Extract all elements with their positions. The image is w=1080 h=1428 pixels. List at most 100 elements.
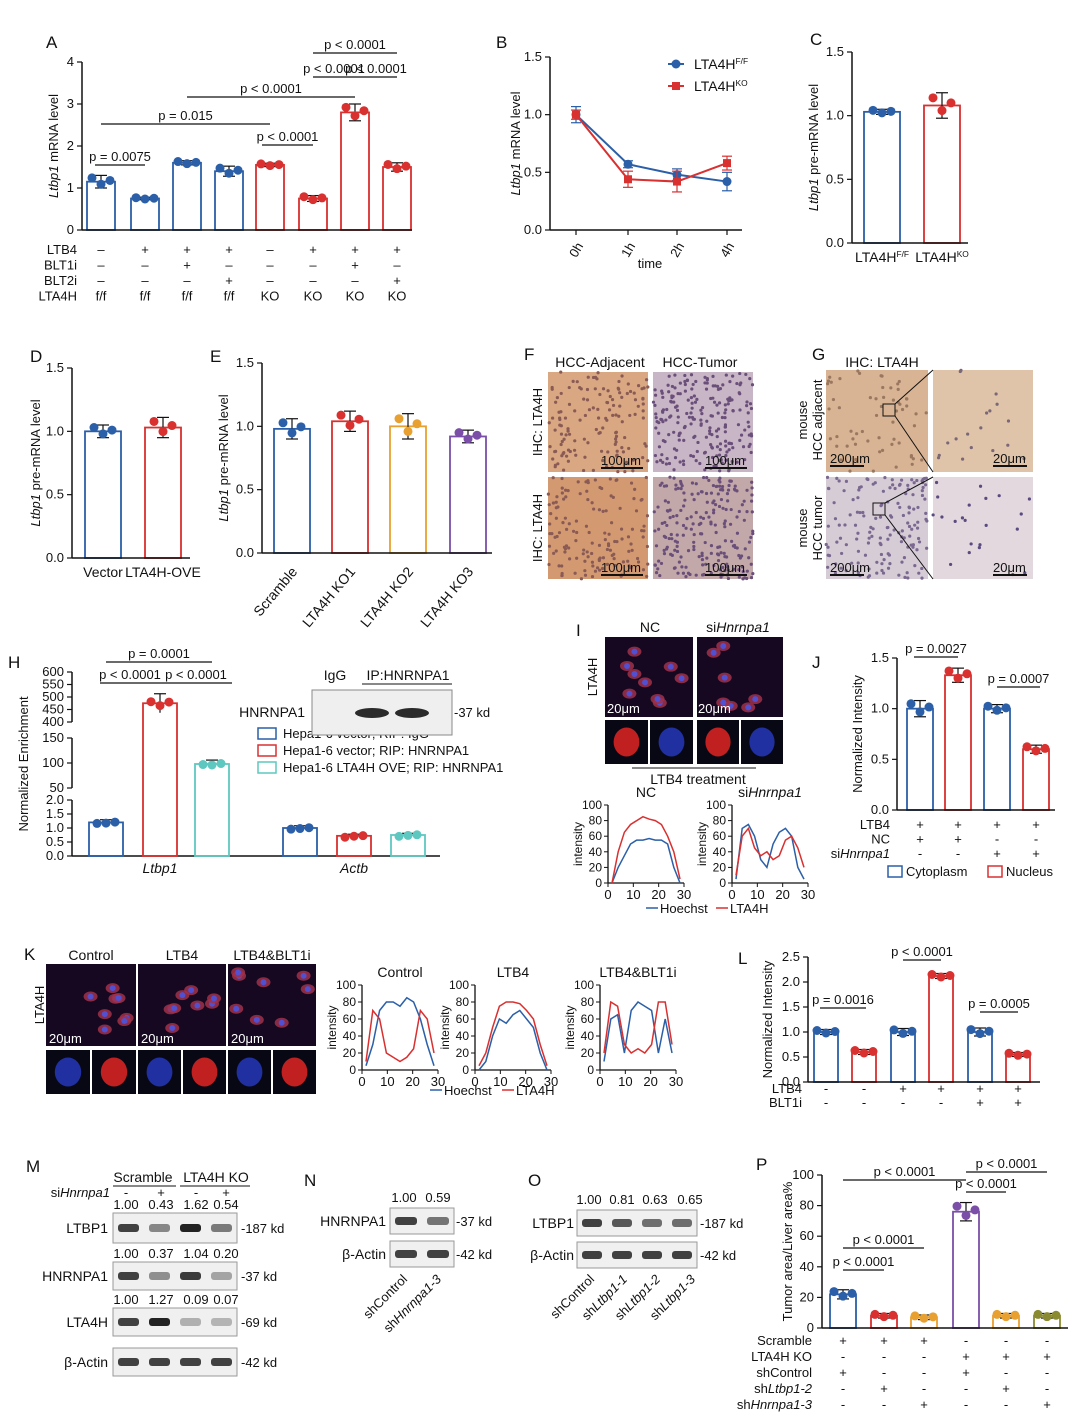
y-tick-label: 80 [581,995,595,1009]
cell-nucleus [585,489,589,493]
p-value-label: p < 0.0001 [874,1164,936,1179]
condition-label: BLT1i [769,1095,802,1110]
cell-nucleus [739,381,743,385]
cell-nucleus [921,485,925,490]
cell-nucleus [558,417,562,422]
condition-value: + [1032,846,1040,861]
cell-nucleus [729,507,733,512]
condition-value: - [964,1381,968,1396]
cell-nucleus [826,553,830,557]
cell-nucleus [641,416,645,420]
cell-nucleus [736,423,741,427]
scale-bar-label: 100μm [601,453,641,468]
cell-nucleus [870,534,874,538]
cell-nucleus [564,454,569,458]
cell-nucleus [880,502,884,507]
x-tick-label: LTA4H KO1 [299,563,359,630]
cell-nucleus [211,995,218,1002]
text-part: Ltbp1 [28,494,43,527]
y-tick-label: 550 [42,677,64,692]
y-axis-label: Ltbp1 mRNA level [46,94,61,198]
condition-value: - [1045,1381,1049,1396]
condition-value: – [97,242,105,257]
cell-nucleus [590,541,594,545]
replicate-dot [224,168,234,178]
cell-nucleus [645,574,649,579]
cell-nucleus [586,555,590,559]
blot-quant: 0.09 [183,1292,208,1307]
condition-value: - [922,1365,926,1380]
row-label: HCC tumor [810,495,825,561]
panel-letter: M [26,1157,40,1176]
blot-size-label: -69 kd [241,1315,277,1330]
x-tick-label: 2h [667,240,687,260]
x-tick-label: LTA4H-OVE [125,564,201,580]
cell-nucleus [591,375,596,380]
zoom-line [884,476,934,504]
x-tick-label: 0h [566,240,586,260]
p-value-label: p < 0.0001 [324,37,386,52]
zoom-line [884,514,934,580]
cell-nucleus [742,518,746,522]
condition-value: – [309,273,317,288]
cell-nucleus [571,379,575,383]
cell-nucleus [572,448,577,452]
text-part: Hnrnpa1 [60,1185,110,1200]
cell-nucleus [626,535,631,539]
cell-nucleus [641,396,645,400]
blot-band [211,1358,232,1366]
bar [863,110,901,244]
condition-value: + [993,846,1001,861]
replicate-dot [1001,703,1011,713]
cell-nucleus [691,417,695,421]
cell-nucleus [931,513,935,517]
scale-bar-label: 20μm [141,1031,174,1046]
blot-quant: 1.00 [113,1197,138,1212]
column-header: LTB4&BLT1i [233,947,310,963]
cell-nucleus [565,527,569,531]
replicate-dot [345,420,355,430]
crop-lta4h [613,727,640,757]
replicate-dot [1051,1310,1061,1320]
cell-nucleus [699,418,703,422]
cell-nucleus [597,508,602,512]
cell-nucleus [897,441,901,445]
cell-nucleus [585,398,590,402]
cell-nucleus [676,421,680,425]
cell-nucleus [853,523,858,527]
cell-nucleus [728,396,732,400]
condition-value: + [976,1081,984,1096]
cell-nucleus [835,476,839,480]
y-tick-label: 400 [42,714,64,729]
cell-nucleus [855,510,860,514]
cell-nucleus [912,507,916,511]
cell-nucleus [730,539,734,544]
cell-nucleus [601,509,605,513]
micrograph-tumor [824,475,929,580]
cell-nucleus [693,400,698,404]
cell-nucleus [916,536,921,541]
y-tick-label: 500 [42,689,64,704]
p-value-label: p < 0.0001 [891,944,953,959]
cell-nucleus [685,378,689,382]
x-tick-label: LTA4HKO [915,249,969,265]
replicate-dot [946,98,956,108]
cell-nucleus [645,544,649,549]
condition-label: siHnrnpa1 [831,846,890,861]
cell-nucleus [667,663,674,670]
cell-nucleus [689,411,693,415]
condition-value: + [880,1381,888,1396]
replicate-dot [155,701,165,711]
cell-nucleus [751,532,755,536]
panel-letter: G [812,345,825,364]
cell-nucleus [714,429,719,433]
micrograph-sihnrnpa1 [697,637,783,717]
cell-nucleus [661,460,665,465]
cell-nucleus [724,373,728,377]
x-tick-label: 10 [493,1074,507,1089]
cell-nucleus [978,484,983,488]
cell-nucleus [893,486,897,491]
cell-nucleus [917,540,922,544]
cell-nucleus [885,526,889,530]
cell-nucleus [581,552,585,556]
